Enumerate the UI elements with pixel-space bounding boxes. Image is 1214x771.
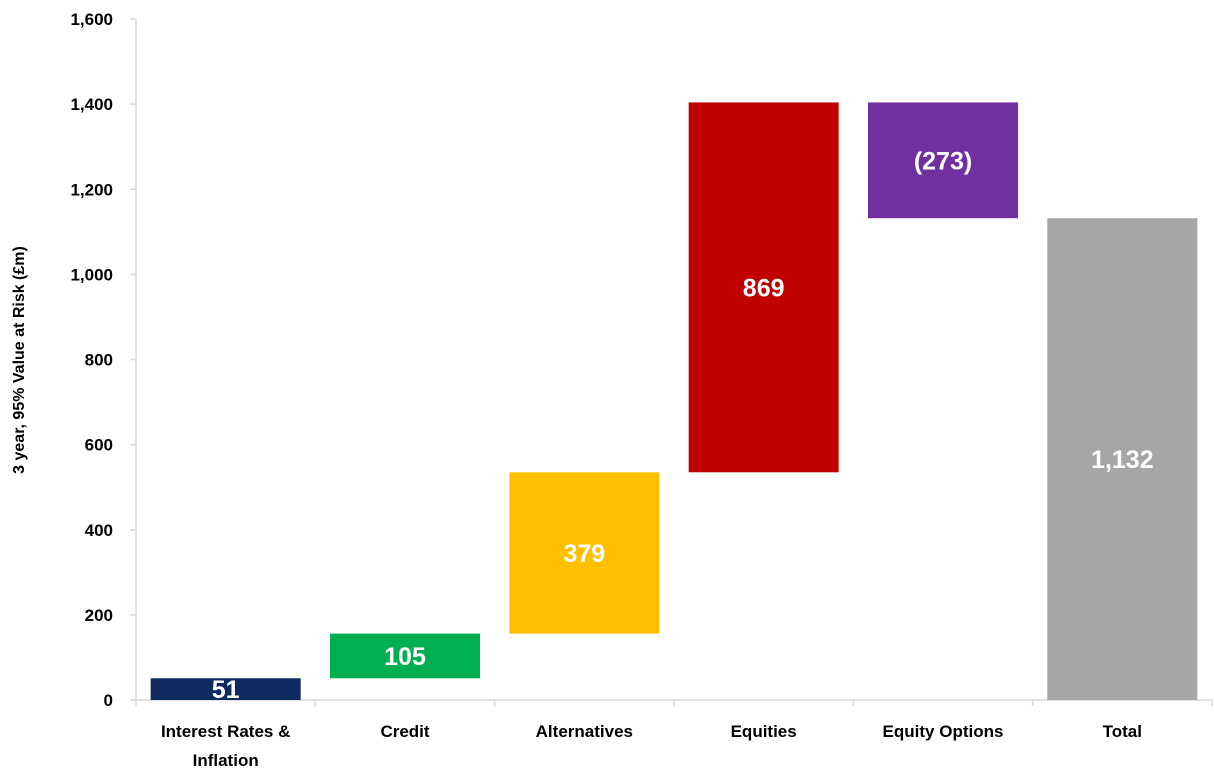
y-axis-title: 3 year, 95% Value at Risk (£m) (11, 246, 28, 474)
y-tick-label: 400 (85, 521, 113, 540)
x-category-label-line: Alternatives (536, 722, 633, 741)
x-category-label-line: Total (1103, 722, 1142, 741)
x-category-label-line: Equities (731, 722, 797, 741)
y-tick-label: 600 (85, 436, 113, 455)
x-category-label: Equity Options (883, 722, 1004, 741)
y-tick-label: 1,200 (70, 180, 113, 199)
y-tick-label: 1,600 (70, 10, 113, 29)
x-category-label: Total (1103, 722, 1142, 741)
x-category-label: Credit (380, 722, 429, 741)
x-category-label: Alternatives (536, 722, 633, 741)
waterfall-bar (509, 472, 660, 634)
y-tick-label: 200 (85, 606, 113, 625)
x-category-label-line: Credit (380, 722, 429, 741)
x-category-label: Interest Rates & Inflation (161, 722, 290, 770)
x-category-label-line: Interest Rates & (161, 722, 290, 741)
y-tick-label: 1,400 (70, 95, 113, 114)
bars (150, 102, 1198, 700)
waterfall-bar (868, 102, 1018, 219)
waterfall-bar (1047, 218, 1198, 700)
x-category-label-line: Equity Options (883, 722, 1004, 741)
y-ticks: 0 200 400 600 800 1,000 1,200 1,400 1,600 (70, 10, 136, 710)
bar-data-label: (273) (914, 147, 972, 175)
x-labels: Interest Rates & Inflation Credit Alternati… (161, 722, 1142, 770)
x-category-label-line: Inflation (193, 751, 259, 770)
bar-data-label: 869 (743, 274, 785, 302)
waterfall-bar (330, 633, 480, 679)
x-category-label: Equities (731, 722, 797, 741)
y-tick-label: 800 (85, 351, 113, 370)
y-tick-label: 1,000 (70, 265, 113, 284)
waterfall-bar (150, 678, 301, 700)
bar-data-label: 1,132 (1091, 446, 1154, 474)
y-tick-label: 0 (104, 691, 113, 710)
bar-data-label: 379 (563, 540, 605, 568)
y-axis-title-group: 3 year, 95% Value at Risk (£m) (11, 246, 28, 474)
bar-data-label: 51 (212, 676, 240, 704)
bar-data-label: 105 (384, 643, 426, 671)
bar-labels: 51 105 379 869 (273) 1,132 (212, 147, 1154, 704)
waterfall-bar (688, 102, 839, 473)
